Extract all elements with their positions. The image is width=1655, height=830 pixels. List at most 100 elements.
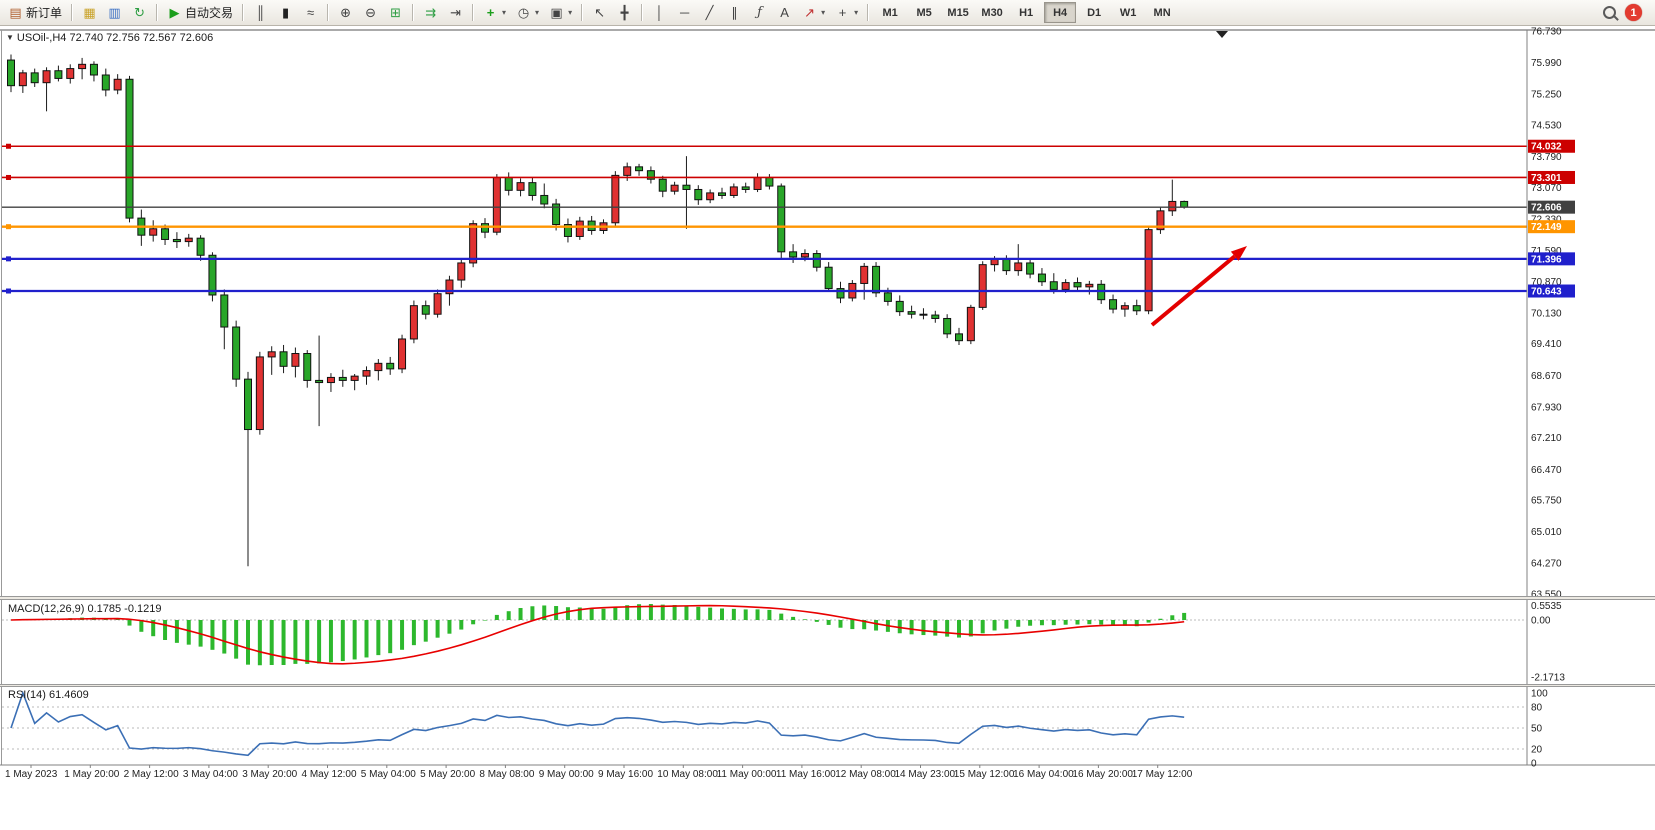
new-order-button[interactable]: ▤ 新订单	[3, 1, 67, 24]
price-line[interactable]	[2, 288, 1527, 294]
price-tick-label: 73.070	[1531, 183, 1562, 194]
arrows-button[interactable]: ↗ ▾	[797, 1, 830, 24]
zoom-in-button[interactable]: ⊕	[333, 1, 358, 24]
autotrading-icon: ▶	[169, 4, 180, 20]
chevron-down-icon: ▾	[535, 8, 540, 17]
horizontal-line-icon: ─	[679, 4, 690, 20]
price-line[interactable]	[2, 143, 1527, 149]
toolbar-separator	[641, 4, 644, 21]
candle	[374, 359, 383, 381]
candle	[587, 215, 596, 235]
channel-button[interactable]: ∥	[722, 1, 747, 24]
toolbar: ▤ 新订单 ▦ ▥ ↻ ▶ 自动交易 ║ ▮ ≈ ⊕ ⊖ ⊞ ⇉ ⇥ + ▾ ◷ ▾ ▣ ▾ ↖ ╋ │ ─ ╱ ∥ ƒ A ↗ ▾ + ▾ M1…	[0, 0, 1655, 26]
time-tick-label: 3 May 20:00	[242, 769, 297, 780]
svg-text:70.643: 70.643	[1531, 287, 1562, 298]
auto-scroll-button[interactable]: ⇉	[418, 1, 443, 24]
cursor-button[interactable]: ↖	[587, 1, 612, 24]
time-tick-label: 16 May 04:00	[1013, 769, 1074, 780]
vertical-line-button[interactable]: │	[647, 1, 672, 24]
timeframe-h4[interactable]: H4	[1044, 2, 1077, 23]
trendline-button[interactable]: ╱	[697, 1, 722, 24]
toolbar-group: ║ ▮ ≈	[248, 1, 323, 25]
toolbar-separator	[71, 4, 74, 21]
text-button[interactable]: A	[772, 1, 797, 24]
toolbar-group: ⇉ ⇥	[418, 1, 468, 25]
toolbar-separator	[472, 4, 475, 21]
price-tick-label: 67.210	[1531, 433, 1562, 444]
fibonacci-button[interactable]: ƒ	[747, 1, 772, 24]
timeframe-m15[interactable]: M15	[947, 6, 969, 19]
price-chart: 76.730 75.990 75.250 74.530 73.790 73.070 72.3…	[0, 27, 1655, 780]
timeframe-m30[interactable]: M30	[981, 6, 1003, 19]
indicators-button[interactable]: + ▾	[478, 1, 511, 24]
collapse-icon[interactable]: ▼	[6, 33, 14, 42]
toolbar-group: ▶ 自动交易	[162, 1, 238, 25]
candle	[326, 373, 335, 392]
candle	[694, 185, 703, 205]
shapes-icon: +	[838, 4, 847, 20]
candlestick-button[interactable]: ▮	[273, 1, 298, 24]
shapes-button[interactable]: + ▾	[830, 1, 863, 24]
candle	[338, 369, 347, 387]
rsi-label: RSI(14) 61.4609	[8, 689, 89, 701]
candle	[741, 182, 750, 193]
candle	[1014, 244, 1023, 276]
trend-arrow[interactable]	[1150, 246, 1247, 327]
time-tick-label: 9 May 00:00	[539, 769, 594, 780]
search-icon[interactable]	[1603, 6, 1616, 19]
candle	[433, 289, 442, 318]
toolbar-group: + ▾ ◷ ▾ ▣ ▾	[478, 1, 577, 25]
candle	[777, 183, 786, 260]
toolbar-separator	[156, 4, 159, 21]
price-tick-label: 76.730	[1531, 27, 1562, 38]
market-watch-button[interactable]: ▥	[102, 1, 127, 24]
timeframe-w1[interactable]: W1	[1119, 6, 1137, 19]
zoom-out-button[interactable]: ⊖	[358, 1, 383, 24]
candle	[315, 335, 324, 427]
time-tick-label: 1 May 20:00	[64, 769, 119, 780]
candle	[966, 304, 975, 345]
toolbar-separator	[327, 4, 330, 21]
toolbar-separator	[242, 4, 245, 21]
timeframe-h1[interactable]: H1	[1019, 6, 1034, 19]
templates-button[interactable]: ▣ ▾	[544, 1, 577, 24]
market-watch-icon: ▥	[108, 4, 121, 20]
notification-badge[interactable]: 1	[1625, 4, 1642, 21]
price-tag: 73.301	[1528, 170, 1575, 184]
timeframe-m5[interactable]: M5	[916, 6, 932, 19]
timeframe-d1[interactable]: D1	[1087, 6, 1102, 19]
candle	[540, 183, 549, 209]
charts-button[interactable]: ▦	[77, 1, 102, 24]
candle	[350, 374, 359, 391]
time-tick-label: 10 May 08:00	[657, 769, 718, 780]
crosshair-button[interactable]: ╋	[612, 1, 637, 24]
candle	[1026, 258, 1035, 279]
ohlc-bars-button[interactable]: ║	[248, 1, 273, 24]
refresh-button[interactable]: ↻	[127, 1, 152, 24]
line-chart-button[interactable]: ≈	[298, 1, 323, 24]
chart-shift-marker[interactable]	[1216, 31, 1228, 38]
price-line[interactable]	[2, 174, 1527, 180]
autotrading-button[interactable]: ▶ 自动交易	[162, 1, 238, 24]
period-icon: ◷	[517, 4, 530, 20]
candle	[931, 310, 940, 323]
price-tick-label: 75.250	[1531, 90, 1562, 101]
time-tick-label: 4 May 12:00	[302, 769, 357, 780]
candle	[718, 187, 726, 199]
periods-button[interactable]: ◷ ▾	[511, 1, 544, 24]
timeframe-m1[interactable]: M1	[882, 6, 898, 19]
time-tick-label: 5 May 20:00	[420, 769, 475, 780]
time-tick-label: 9 May 16:00	[598, 769, 653, 780]
candle	[89, 61, 98, 82]
horizontal-line-button[interactable]: ─	[672, 1, 697, 24]
chart-shift-button[interactable]: ⇥	[443, 1, 468, 24]
candle	[552, 198, 561, 231]
timeframe-mn[interactable]: MN	[1153, 6, 1171, 19]
candle	[184, 233, 193, 247]
price-line[interactable]	[2, 256, 1527, 262]
price-line[interactable]	[2, 224, 1527, 230]
tile-windows-button[interactable]: ⊞	[383, 1, 408, 24]
svg-text:72.606: 72.606	[1531, 203, 1562, 214]
price-tag: 71.396	[1528, 252, 1575, 266]
candle	[895, 295, 904, 316]
